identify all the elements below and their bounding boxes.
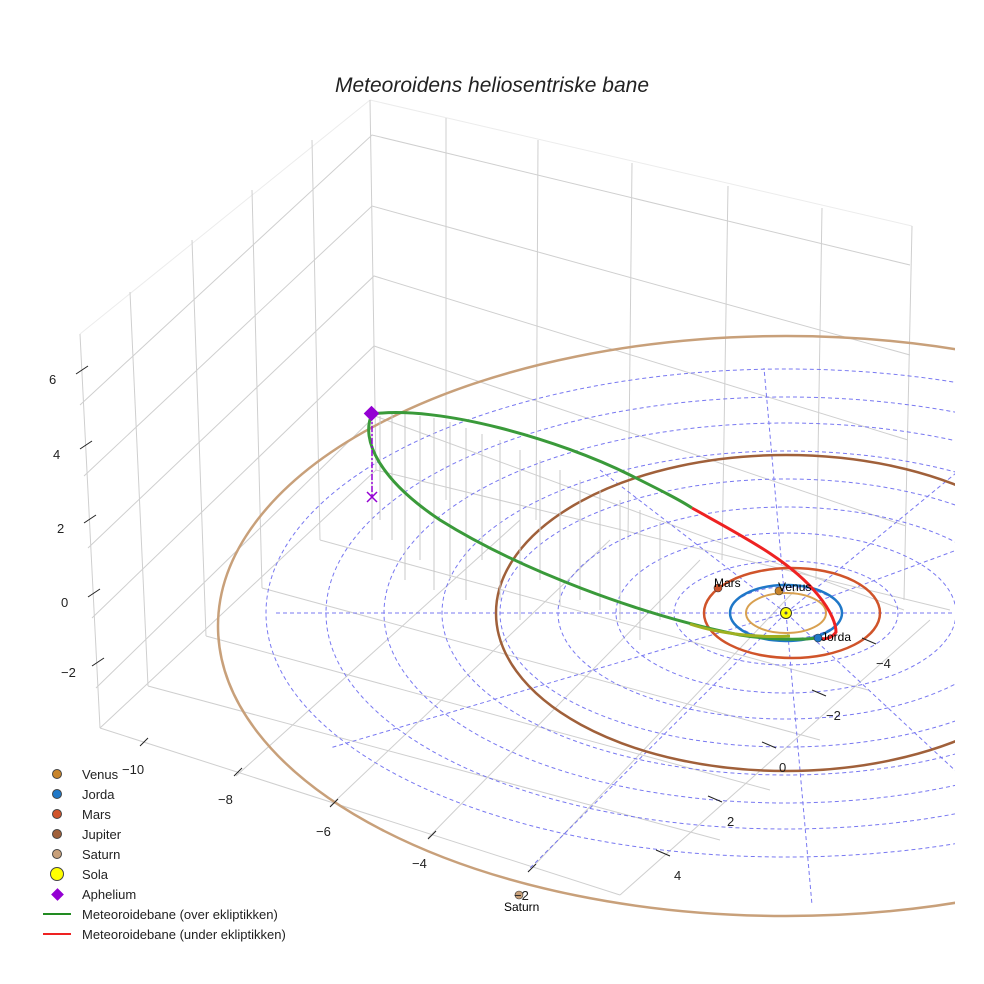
x-axis	[139, 737, 537, 873]
venus-legend-icon	[52, 769, 62, 779]
legend-item-mars[interactable]: Mars	[40, 804, 286, 824]
z-axis	[75, 365, 105, 667]
y-tick: 0	[779, 760, 786, 775]
jorda-legend-icon	[52, 789, 62, 799]
drop-lines	[371, 414, 661, 640]
jupiter-orbit	[494, 453, 984, 773]
venus-orbit	[745, 592, 827, 634]
mars-marker[interactable]	[713, 583, 723, 593]
legend: Venus Jorda Mars Jupiter Saturn Sola Aph…	[40, 764, 286, 944]
saturn-marker[interactable]	[514, 890, 524, 900]
ecliptic-grid	[265, 367, 984, 906]
aphelium-legend-icon	[50, 887, 64, 901]
legend-item-sola[interactable]: Sola	[40, 864, 286, 884]
saturn-orbit	[216, 334, 984, 918]
x-tick: −10	[122, 762, 144, 777]
legend-item-over[interactable]: Meteoroidebane (over ekliptikken)	[40, 904, 286, 924]
red-line-legend-icon	[43, 933, 71, 935]
meteoroid-orbit-over	[367, 411, 819, 641]
sola-legend-icon	[50, 867, 64, 881]
venus-marker[interactable]	[774, 586, 784, 596]
legend-item-jorda[interactable]: Jorda	[40, 784, 286, 804]
aphelion-projection-x	[366, 491, 378, 503]
sola-core	[784, 611, 788, 615]
venus-label: Venus	[778, 580, 811, 594]
grid-back-walls	[79, 99, 913, 729]
mars-legend-icon	[52, 809, 62, 819]
legend-item-under[interactable]: Meteoroidebane (under ekliptikken)	[40, 924, 286, 944]
y-tick: 4	[674, 868, 681, 883]
legend-item-saturn[interactable]: Saturn	[40, 844, 286, 864]
z-tick: 0	[61, 595, 68, 610]
aphelion-marker[interactable]	[363, 405, 380, 422]
green-line-legend-icon	[43, 913, 71, 915]
jorda-orbit	[728, 583, 844, 643]
jorda-marker[interactable]	[813, 633, 823, 643]
x-tick: −8	[218, 792, 233, 807]
x-tick: −6	[316, 824, 331, 839]
x-tick: −4	[412, 856, 427, 871]
legend-item-jupiter[interactable]: Jupiter	[40, 824, 286, 844]
z-tick: 6	[49, 372, 56, 387]
mars-label: Mars	[714, 576, 741, 590]
x-tick: −2	[514, 888, 529, 903]
meteoroid-orbit-inner-yellow	[689, 622, 791, 638]
jorda-label: Jorda	[821, 630, 851, 644]
planet-orbits	[216, 334, 984, 918]
meteoroid-orbit-under	[691, 506, 838, 641]
y-tick: −4	[876, 656, 891, 671]
legend-item-aphelium[interactable]: Aphelium	[40, 884, 286, 904]
z-tick: −2	[61, 665, 76, 680]
y-tick: −2	[826, 708, 841, 723]
z-tick: 4	[53, 447, 60, 462]
y-tick: 2	[727, 814, 734, 829]
y-axis	[655, 637, 877, 857]
z-tick: 2	[57, 521, 64, 536]
saturn-legend-icon	[52, 849, 62, 859]
jupiter-legend-icon	[52, 829, 62, 839]
chart-title: Meteoroidens heliosentriske bane	[334, 74, 650, 97]
saturn-label: Saturn	[504, 900, 539, 914]
legend-item-venus[interactable]: Venus	[40, 764, 286, 784]
